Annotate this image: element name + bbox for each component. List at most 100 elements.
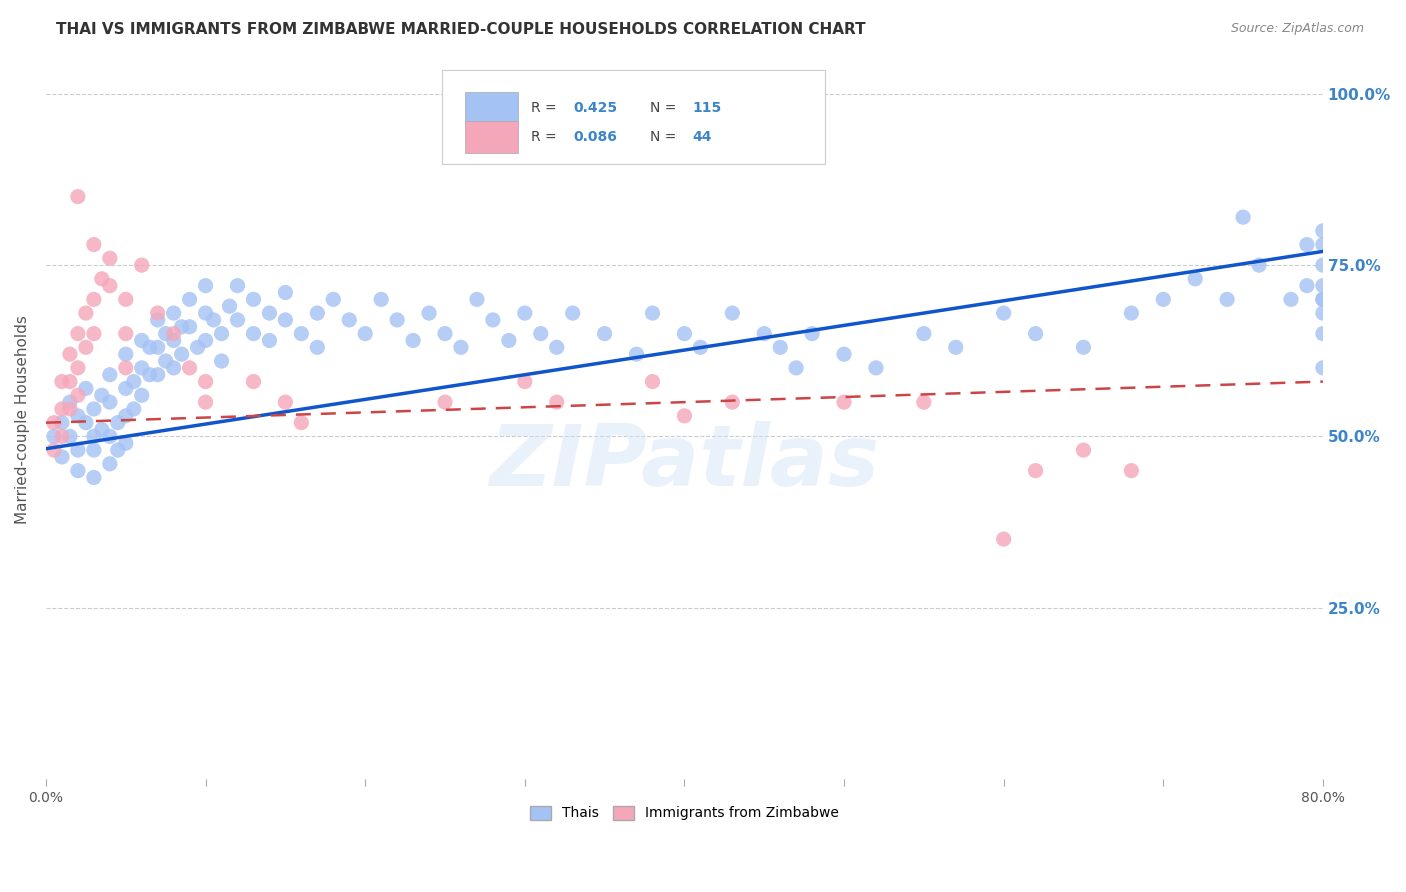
Point [90,423,112,437]
Point [673,326,696,341]
Point [482,313,505,327]
Point [170,347,193,361]
Text: ZIPatlas: ZIPatlas [489,421,880,504]
Point [179,319,201,334]
Point [211,354,233,368]
Point [51,429,73,443]
Point [434,326,457,341]
Point [290,416,312,430]
Point [721,306,744,320]
Point [66,464,89,478]
Point [51,416,73,430]
Point [1279,293,1302,307]
Point [242,293,264,307]
Point [42,416,65,430]
Point [1025,464,1047,478]
Point [66,388,89,402]
Point [912,326,935,341]
Point [465,293,488,307]
Point [194,278,217,293]
Point [98,429,121,443]
FancyBboxPatch shape [465,92,519,123]
Point [1216,293,1239,307]
Text: THAI VS IMMIGRANTS FROM ZIMBABWE MARRIED-COUPLE HOUSEHOLDS CORRELATION CHART: THAI VS IMMIGRANTS FROM ZIMBABWE MARRIED… [56,22,866,37]
Text: R =: R = [531,130,561,144]
Point [163,334,186,348]
Point [146,313,169,327]
Point [1073,340,1095,354]
Point [51,375,73,389]
Point [290,326,312,341]
Point [274,285,297,300]
Point [83,326,105,341]
Point [114,326,136,341]
Point [418,306,440,320]
Point [114,360,136,375]
Point [155,354,177,368]
Point [98,278,121,293]
Point [1121,464,1143,478]
Point [1312,360,1334,375]
Point [59,395,82,409]
Point [66,443,89,458]
Y-axis label: Married-couple Households: Married-couple Households [15,315,30,524]
Point [138,368,160,382]
Text: R =: R = [531,101,561,115]
Legend: Thais, Immigrants from Zimbabwe: Thais, Immigrants from Zimbabwe [524,800,844,826]
Point [641,306,664,320]
Point [673,409,696,423]
Point [259,306,281,320]
Text: N =: N = [650,130,681,144]
Point [498,334,520,348]
Point [226,278,249,293]
Text: 44: 44 [692,130,711,144]
Point [211,326,233,341]
Point [83,237,105,252]
Point [641,375,664,389]
Point [59,347,82,361]
Point [83,443,105,458]
Point [83,293,105,307]
Point [187,340,209,354]
Point [1312,258,1334,272]
Point [51,450,73,464]
Point [785,360,807,375]
Text: N =: N = [650,101,681,115]
Point [59,375,82,389]
Point [122,375,145,389]
Point [546,340,568,354]
Point [337,313,360,327]
Point [513,306,536,320]
Point [1025,326,1047,341]
Point [1312,293,1334,307]
Point [1152,293,1174,307]
Point [114,409,136,423]
Point [90,388,112,402]
Point [226,313,249,327]
Point [42,443,65,458]
Point [218,299,240,313]
Point [354,326,377,341]
Point [66,409,89,423]
Point [1312,278,1334,293]
Point [146,340,169,354]
Point [1184,272,1206,286]
Point [114,381,136,395]
Point [307,340,329,354]
Point [689,340,711,354]
Point [1073,443,1095,458]
Point [155,326,177,341]
Point [912,395,935,409]
Point [450,340,472,354]
Point [75,340,97,354]
Point [370,293,392,307]
FancyBboxPatch shape [441,70,825,164]
Point [107,443,129,458]
Point [1312,306,1334,320]
Point [98,368,121,382]
Point [402,334,425,348]
Point [163,306,186,320]
Text: 0.425: 0.425 [574,101,617,115]
Point [754,326,776,341]
Point [98,457,121,471]
